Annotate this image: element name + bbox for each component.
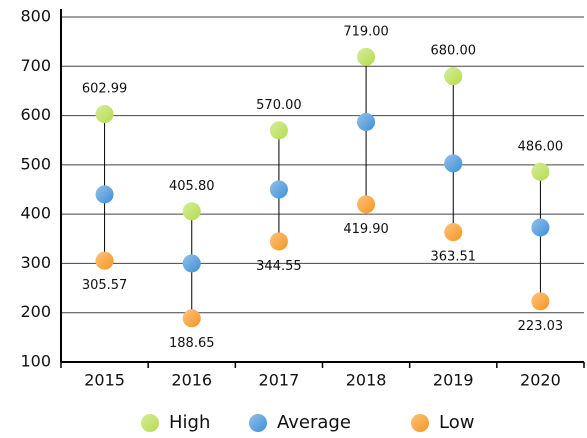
value-label: 680.00 [431,44,477,59]
y-tick-label: 100 [20,352,51,371]
value-label: 405.80 [169,179,215,194]
x-tick-label: 2016 [171,371,212,390]
dot-shine [269,232,288,251]
dot-shine [444,154,463,173]
value-label: 719.00 [343,24,389,39]
value-label: 363.51 [431,250,477,265]
y-tick-label: 800 [20,7,51,26]
y-tick-label: 300 [20,253,51,272]
dot-shine [141,414,159,432]
y-tick-label: 400 [20,204,51,223]
x-tick-label: 2015 [84,371,125,390]
dot-shine [531,218,550,237]
x-tick-label: 2018 [346,371,387,390]
x-tick-label: 2020 [520,371,561,390]
x-tick-label: 2017 [259,371,300,390]
dot-shine [444,223,463,242]
value-label: 486.00 [518,139,564,154]
legend-label: Average [277,412,351,433]
value-label: 223.03 [518,319,564,334]
dot-shine [182,254,201,273]
dot-shine [182,202,201,221]
value-label: 344.55 [256,259,302,274]
dot-shine [95,105,114,124]
x-tick-label: 2019 [433,371,474,390]
dot-shine [95,185,114,204]
value-label: 188.65 [169,336,215,351]
y-tick-label: 600 [20,105,51,124]
dot-shine [444,67,463,86]
dot-shine [357,47,376,66]
value-label: 570.00 [256,98,302,113]
dot-shine [249,414,267,432]
dot-shine [531,162,550,181]
value-label: 419.90 [343,222,389,237]
dot-shine [269,180,288,199]
value-label: 305.57 [82,278,128,293]
dot-shine [357,195,376,214]
dot-shine [269,121,288,140]
dot-shine [357,112,376,131]
legend-label: Low [439,412,474,433]
dot-shine [182,309,201,328]
dot-shine [411,414,429,432]
dot-shine [95,251,114,270]
dot-shine [531,292,550,311]
legend-label: High [169,412,210,433]
value-label: 602.99 [82,82,128,97]
y-tick-label: 700 [20,56,51,75]
y-tick-label: 200 [20,302,51,321]
y-tick-label: 500 [20,154,51,173]
